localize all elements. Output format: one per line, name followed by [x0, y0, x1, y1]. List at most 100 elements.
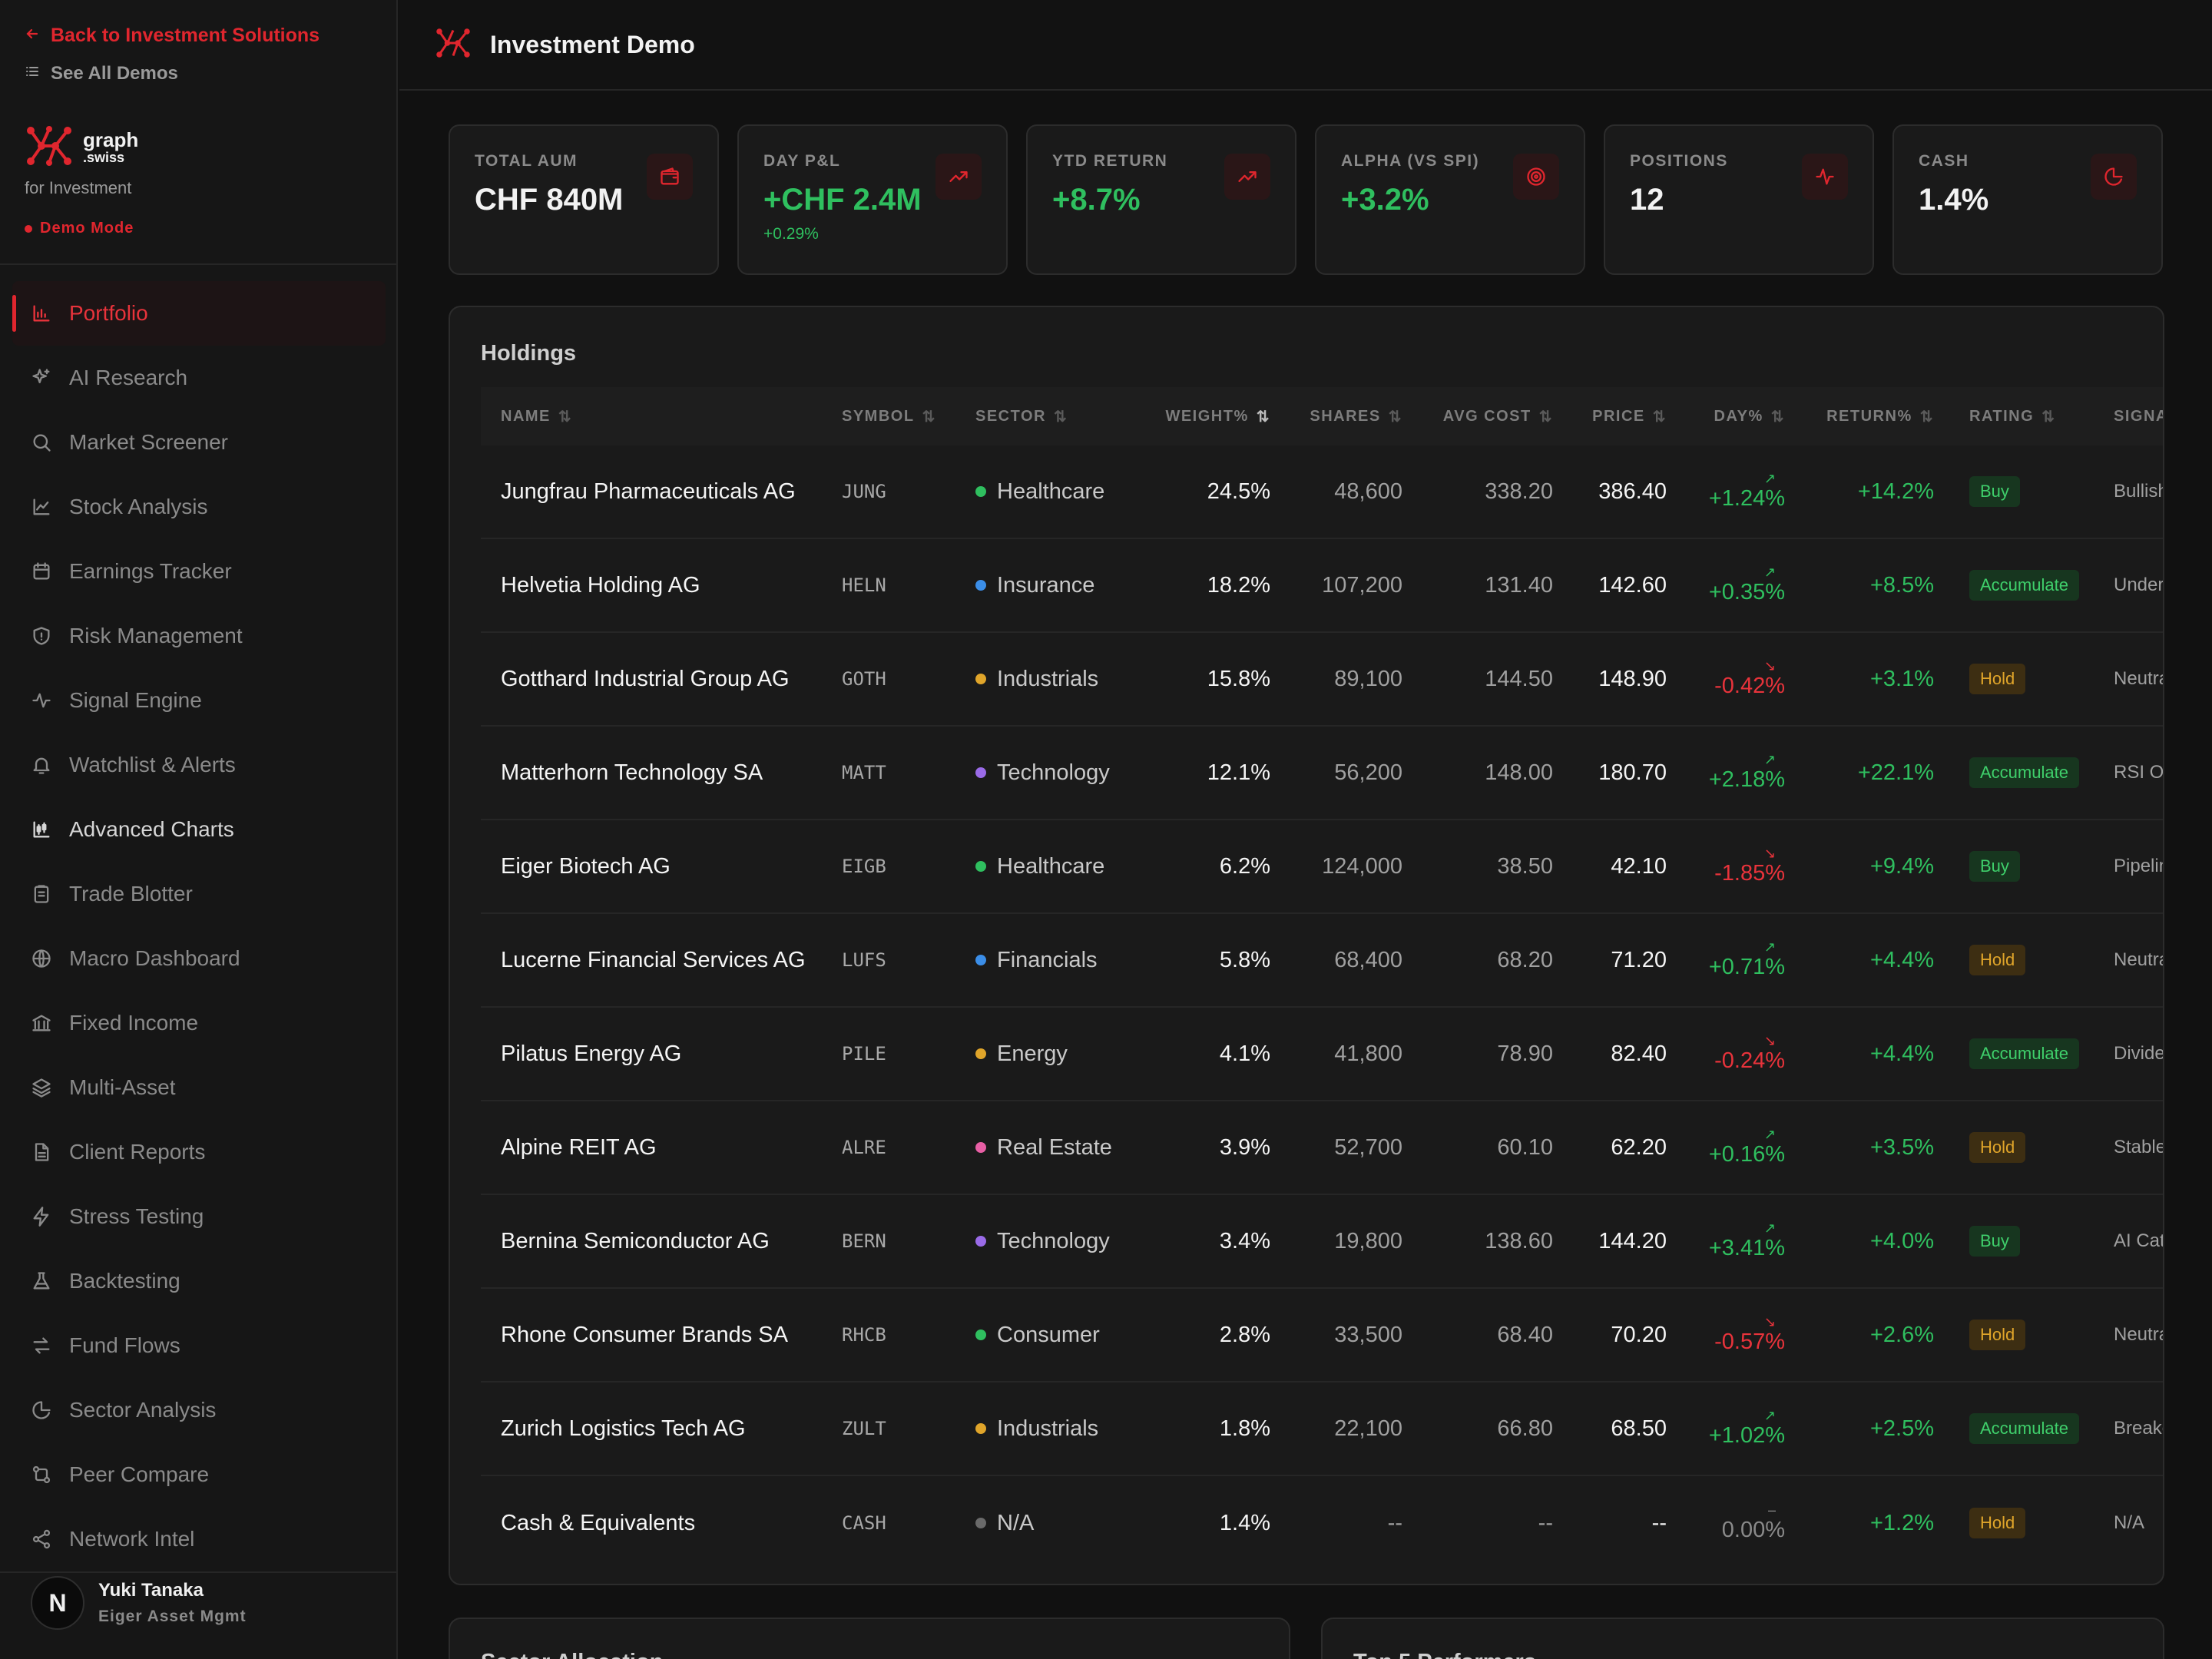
holding-shares: 48,600 [1334, 478, 1402, 504]
sidebar-item-market-screener[interactable]: Market Screener [12, 410, 386, 475]
kpi-card-day-p-l: DAY P&L +CHF 2.4M +0.29% [737, 124, 1008, 275]
day-change-value: -1.85% [1714, 860, 1785, 886]
holding-sector: Healthcare [959, 854, 1132, 879]
holding-avg-cost: 68.40 [1497, 1322, 1553, 1347]
kpi-card-cash: CASH 1.4% [1892, 124, 2163, 275]
sidebar-item-stock-analysis[interactable]: Stock Analysis [12, 475, 386, 539]
sector-dot-icon [975, 955, 986, 965]
day-change-stack: ↗ +1.02% [1708, 1408, 1785, 1449]
sidebar-item-peer-compare[interactable]: Peer Compare [12, 1442, 386, 1507]
holding-avg-cost: 148.00 [1485, 760, 1553, 785]
holding-shares: 33,500 [1334, 1322, 1402, 1347]
holding-rating: Hold [1940, 664, 2098, 694]
holding-rating: Accumulate [1940, 1413, 2098, 1444]
holding-return: +3.5% [1869, 1134, 1934, 1160]
sidebar-item-macro-dashboard[interactable]: Macro Dashboard [12, 926, 386, 991]
sidebar-item-risk-management[interactable]: Risk Management [12, 604, 386, 668]
sidebar-item-stress-testing[interactable]: Stress Testing [12, 1184, 386, 1249]
sidebar-item-backtesting[interactable]: Backtesting [12, 1249, 386, 1313]
sector-dot-icon [975, 1048, 986, 1059]
day-change-stack: ↗ +3.41% [1709, 1220, 1785, 1261]
sidebar-item-label: Network Intel [69, 1527, 195, 1551]
holding-sector: Energy [959, 1041, 1132, 1067]
day-change-stack: ↘ -1.85% [1714, 846, 1785, 886]
day-change-value: +0.71% [1708, 954, 1785, 979]
day-change-value: +1.02% [1708, 1422, 1785, 1448]
list-icon [25, 63, 40, 84]
table-row[interactable]: Cash & Equivalents CASH N/A 1.4% -- -- -- –0.00… [481, 1476, 2163, 1570]
document-icon [31, 1141, 52, 1163]
sidebar-item-fixed-income[interactable]: Fixed Income [12, 991, 386, 1055]
column-header-shares[interactable]: SHARES ⇅ [1277, 407, 1409, 426]
holding-day-change: ↘ -0.42% [1673, 658, 1791, 699]
sidebar-item-client-reports[interactable]: Client Reports [12, 1120, 386, 1184]
table-row[interactable]: Lucerne Financial Services AG LUFS Financi… [481, 914, 2163, 1008]
holding-name: Alpine REIT AG [501, 1134, 657, 1160]
table-row[interactable]: Bernina Semiconductor AG BERN Technology 3.… [481, 1195, 2163, 1289]
sidebar-item-portfolio[interactable]: Portfolio [12, 281, 386, 346]
holding-price: 386.40 [1598, 478, 1667, 504]
brand-logo[interactable]: graph .swiss [25, 123, 138, 173]
user-profile[interactable]: N Yuki Tanaka Eiger Asset Mgmt [31, 1576, 247, 1630]
kpi-label: ALPHA (VS SPI) [1341, 152, 1480, 170]
holdings-title: Holdings [481, 341, 577, 366]
column-header-return[interactable]: RETURN% ⇅ [1791, 407, 1940, 426]
sector-dot-icon [975, 1423, 986, 1434]
table-row[interactable]: Eiger Biotech AG EIGB Healthcare 6.2% 124,00… [481, 820, 2163, 914]
sort-icon: ⇅ [1388, 408, 1402, 426]
status-dot-icon [25, 224, 32, 233]
column-header-symbol[interactable]: SYMBOL ⇅ [825, 407, 959, 426]
column-header-day[interactable]: DAY% ⇅ [1673, 407, 1791, 426]
column-header-avg-cost[interactable]: AVG COST ⇅ [1409, 407, 1559, 426]
sector-label: N/A [997, 1510, 1035, 1535]
sidebar-item-advanced-charts[interactable]: Advanced Charts [12, 797, 386, 862]
table-row[interactable]: Jungfrau Pharmaceuticals AG JUNG Healthcar… [481, 445, 2163, 539]
sidebar-item-earnings-tracker[interactable]: Earnings Tracker [12, 539, 386, 604]
line-chart-icon [31, 496, 52, 518]
demo-mode-badge: Demo Mode [25, 220, 134, 237]
holding-price: 62.20 [1611, 1134, 1667, 1160]
holding-day-change: –0.00% [1673, 1502, 1791, 1543]
table-row[interactable]: Zurich Logistics Tech AG ZULT Industrials 1… [481, 1382, 2163, 1476]
sidebar-item-signal-engine[interactable]: Signal Engine [12, 668, 386, 733]
see-all-demos-link[interactable]: See All Demos [25, 63, 178, 84]
column-header-price[interactable]: PRICE ⇅ [1559, 407, 1673, 426]
holding-signal: Neutral [2114, 1324, 2163, 1345]
holding-price: 70.20 [1611, 1322, 1667, 1347]
trend-down-icon: ↘ [1763, 1033, 1776, 1049]
column-header-sector[interactable]: SECTOR ⇅ [959, 407, 1132, 426]
table-row[interactable]: Matterhorn Technology SA MATT Technology 12… [481, 727, 2163, 820]
table-row[interactable]: Pilatus Energy AG PILE Energy 4.1% 41,800 78.… [481, 1008, 2163, 1101]
sidebar-item-multi-asset[interactable]: Multi-Asset [12, 1055, 386, 1120]
column-header-weight[interactable]: WEIGHT% ⇅ [1132, 407, 1277, 426]
column-header-signal[interactable]: SIGNAL [2098, 407, 2163, 426]
holding-rating: Hold [1940, 1508, 2098, 1538]
sidebar-item-watchlist-alerts[interactable]: Watchlist & Alerts [12, 733, 386, 797]
sidebar-item-fund-flows[interactable]: Fund Flows [12, 1313, 386, 1378]
column-header-name[interactable]: NAME ⇅ [481, 407, 825, 426]
holding-weight: 24.5% [1207, 478, 1270, 504]
sidebar-item-network-intel[interactable]: Network Intel [12, 1507, 386, 1571]
table-row[interactable]: Gotthard Industrial Group AG GOTH Industri… [481, 633, 2163, 727]
holding-return: +4.4% [1869, 947, 1934, 972]
back-link[interactable]: Back to Investment Solutions [25, 25, 320, 47]
sidebar-item-label: Sector Analysis [69, 1398, 217, 1422]
holding-shares: 124,000 [1322, 853, 1402, 879]
kpi-label: YTD RETURN [1052, 152, 1168, 170]
column-header-label: SIGNAL [2114, 407, 2163, 425]
activity-icon [31, 690, 52, 711]
holding-name: Bernina Semiconductor AG [501, 1228, 770, 1253]
table-row[interactable]: Rhone Consumer Brands SA RHCB Consumer 2.8%… [481, 1289, 2163, 1382]
table-row[interactable]: Alpine REIT AG ALRE Real Estate 3.9% 52,700 6… [481, 1101, 2163, 1195]
sidebar-item-sector-analysis[interactable]: Sector Analysis [12, 1378, 386, 1442]
sidebar-item-trade-blotter[interactable]: Trade Blotter [12, 862, 386, 926]
sidebar-item-ai-research[interactable]: AI Research [12, 346, 386, 410]
sort-icon: ⇅ [1256, 408, 1270, 426]
sort-icon: ⇅ [558, 408, 573, 426]
holding-return: +4.4% [1869, 1041, 1934, 1066]
sidebar-item-label: Fixed Income [69, 1011, 199, 1035]
holding-rating: Hold [1940, 1320, 2098, 1350]
column-header-rating[interactable]: RATING ⇅ [1940, 407, 2098, 426]
table-row[interactable]: Helvetia Holding AG HELN Insurance 18.2% 107… [481, 539, 2163, 633]
holding-avg-cost: 144.50 [1485, 666, 1553, 691]
